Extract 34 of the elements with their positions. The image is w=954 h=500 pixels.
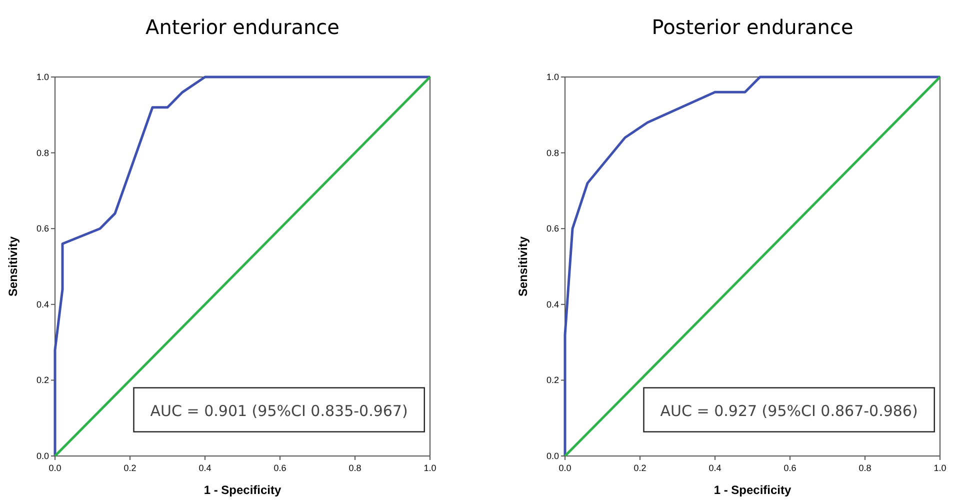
y-tick-label: 0.4 [36,299,49,310]
y-axis-title: Sensitivity [6,236,20,297]
x-tick-label: 0.8 [858,463,872,473]
chart-title: Anterior endurance [146,15,340,39]
x-tick-label: 0.0 [48,463,62,473]
x-tick-label: 0.4 [198,463,212,473]
y-axis-title: Sensitivity [516,236,530,297]
x-tick-label: 0.0 [558,463,572,473]
x-tick-label: 1.0 [424,463,436,473]
x-tick-label: 1.0 [934,463,946,473]
y-tick-label: 0.0 [36,451,49,461]
y-tick-label: 0.6 [36,224,49,234]
y-tick-label: 0.2 [36,375,49,386]
y-tick-label: 1.0 [36,72,49,82]
y-tick-label: 1.0 [546,72,559,82]
x-tick-label: 0.6 [274,463,286,473]
y-tick-label: 0.6 [546,224,559,234]
annotation: AUC = 0.927 (95%CI 0.867-0.986) [660,402,918,420]
y-tick-label: 0.4 [546,299,559,310]
y-tick-label: 0.2 [546,375,559,386]
y-tick-label: 0.8 [546,148,559,158]
annotation: AUC = 0.901 (95%CI 0.835-0.967) [150,402,408,420]
x-tick-label: 0.4 [708,463,722,473]
y-tick-label: 0.8 [36,148,49,158]
line-series [54,76,432,458]
chart-title: Posterior endurance [652,15,854,39]
x-tick-label: 0.6 [784,463,796,473]
x-tick-label: 0.8 [348,463,362,473]
x-tick-label: 0.2 [124,463,136,473]
line-series [564,76,942,458]
y-tick-label: 0.0 [546,451,559,461]
x-axis-title: 1 - Specificity [204,483,282,497]
x-axis-title: 1 - Specificity [714,483,792,497]
x-tick-label: 0.2 [634,463,646,473]
